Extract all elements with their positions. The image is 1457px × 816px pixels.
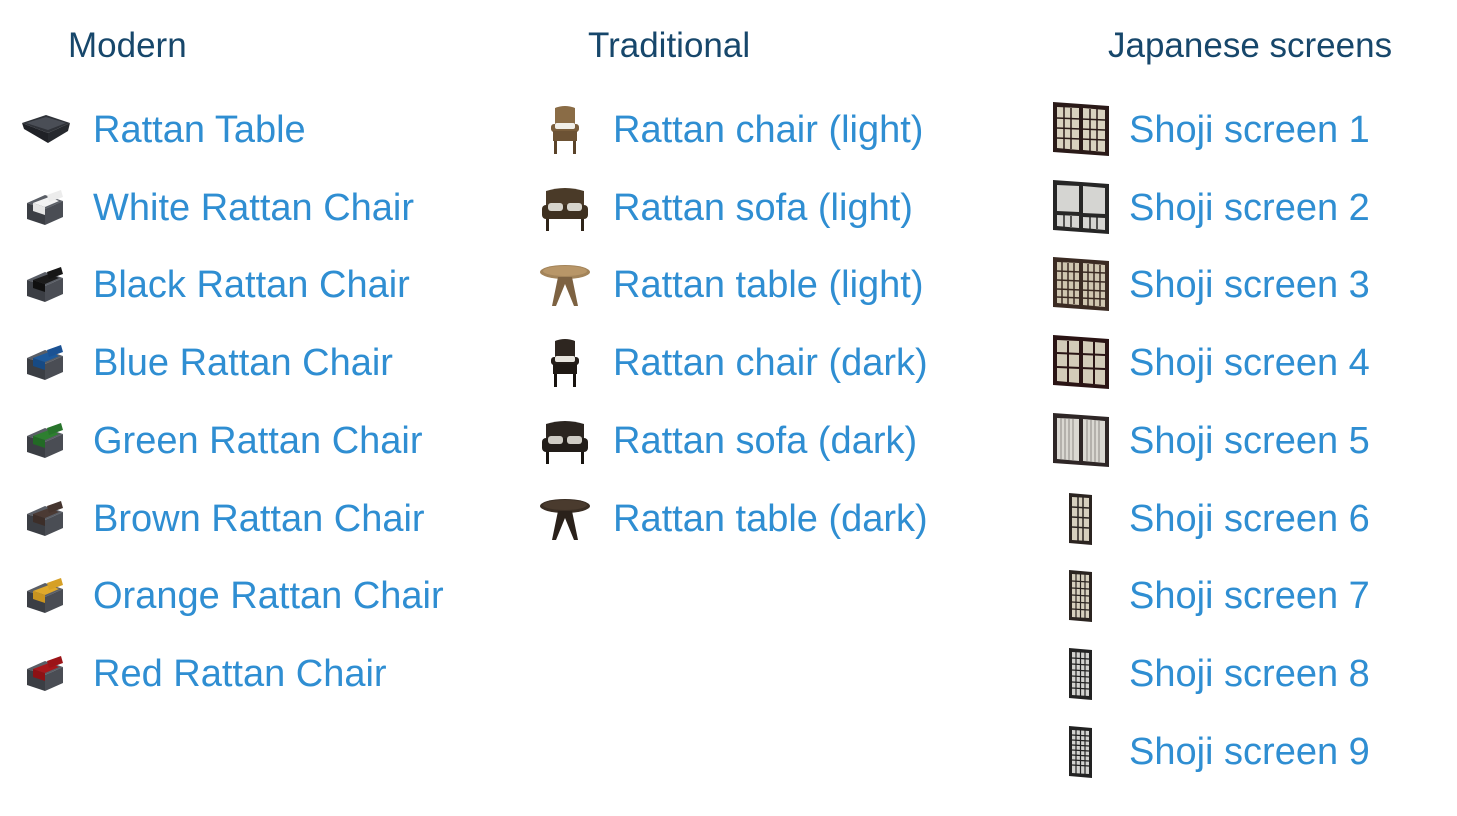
item-label: Black Rattan Chair (93, 264, 410, 306)
list-item-rattan-chair-dark[interactable]: Rattan chair (dark) (534, 333, 928, 393)
item-label: Rattan sofa (dark) (613, 420, 918, 462)
list-item-blue-rattan-chair[interactable]: Blue Rattan Chair (14, 333, 393, 393)
list-item-orange-rattan-chair[interactable]: Orange Rattan Chair (14, 566, 444, 626)
item-label: Rattan table (light) (613, 264, 924, 306)
item-label: White Rattan Chair (93, 187, 415, 229)
list-item-shoji-screen-6[interactable]: Shoji screen 6 (1050, 489, 1370, 549)
item-label: Green Rattan Chair (93, 420, 423, 462)
item-label: Shoji screen 5 (1129, 420, 1370, 462)
list-item-shoji-screen-8[interactable]: Shoji screen 8 (1050, 644, 1370, 704)
item-label: Rattan chair (light) (613, 109, 924, 151)
item-label: Rattan sofa (light) (613, 187, 913, 229)
list-item-rattan-table[interactable]: Rattan Table (14, 100, 306, 160)
item-label: Orange Rattan Chair (93, 575, 444, 617)
shoji-screen-7-icon (1050, 566, 1112, 626)
item-label: Rattan chair (dark) (613, 342, 928, 384)
list-item-red-rattan-chair[interactable]: Red Rattan Chair (14, 644, 387, 704)
rattan-table-light-icon (534, 255, 596, 315)
item-label: Shoji screen 2 (1129, 187, 1370, 229)
rattan-table-modern-icon (14, 100, 76, 160)
item-label: Shoji screen 6 (1129, 498, 1370, 540)
item-label: Shoji screen 8 (1129, 653, 1370, 695)
list-item-shoji-screen-2[interactable]: Shoji screen 2 (1050, 178, 1370, 238)
shoji-screen-5-icon (1050, 411, 1112, 471)
list-item-shoji-screen-4[interactable]: Shoji screen 4 (1050, 333, 1370, 393)
list-item-black-rattan-chair[interactable]: Black Rattan Chair (14, 255, 410, 315)
chair-blue-icon (14, 333, 76, 393)
chair-brown-icon (14, 489, 76, 549)
item-label: Rattan table (dark) (613, 498, 928, 540)
list-item-rattan-sofa-dark[interactable]: Rattan sofa (dark) (534, 411, 917, 471)
item-label: Shoji screen 4 (1129, 342, 1370, 384)
shoji-screen-6-icon (1050, 489, 1112, 549)
rattan-sofa-dark-icon (534, 411, 596, 471)
list-item-shoji-screen-9[interactable]: Shoji screen 9 (1050, 722, 1370, 782)
item-label: Shoji screen 1 (1129, 109, 1370, 151)
chair-red-icon (14, 644, 76, 704)
item-label: Brown Rattan Chair (93, 498, 425, 540)
chair-black-icon (14, 255, 76, 315)
list-item-shoji-screen-7[interactable]: Shoji screen 7 (1050, 566, 1370, 626)
chair-green-icon (14, 411, 76, 471)
item-label: Shoji screen 7 (1129, 575, 1370, 617)
rattan-sofa-light-icon (534, 178, 596, 238)
chair-white-icon (14, 178, 76, 238)
list-item-shoji-screen-3[interactable]: Shoji screen 3 (1050, 255, 1370, 315)
shoji-screen-9-icon (1050, 722, 1112, 782)
list-item-rattan-sofa-light[interactable]: Rattan sofa (light) (534, 178, 913, 238)
list-item-rattan-table-light[interactable]: Rattan table (light) (534, 255, 924, 315)
column-title-japanese-screens: Japanese screens (1108, 26, 1393, 65)
column-title-modern: Modern (68, 26, 187, 65)
rattan-table-dark-icon (534, 489, 596, 549)
list-item-rattan-chair-light[interactable]: Rattan chair (light) (534, 100, 923, 160)
item-label: Red Rattan Chair (93, 653, 387, 695)
item-label: Rattan Table (93, 109, 306, 151)
item-label: Blue Rattan Chair (93, 342, 393, 384)
rattan-chair-light-icon (534, 100, 596, 160)
list-item-white-rattan-chair[interactable]: White Rattan Chair (14, 178, 414, 238)
chair-orange-icon (14, 566, 76, 626)
item-label: Shoji screen 3 (1129, 264, 1370, 306)
shoji-screen-3-icon (1050, 255, 1112, 315)
shoji-screen-2-icon (1050, 178, 1112, 238)
rattan-chair-dark-icon (534, 333, 596, 393)
item-label: Shoji screen 9 (1129, 731, 1370, 773)
shoji-screen-4-icon (1050, 333, 1112, 393)
list-item-green-rattan-chair[interactable]: Green Rattan Chair (14, 411, 423, 471)
list-item-shoji-screen-5[interactable]: Shoji screen 5 (1050, 411, 1370, 471)
list-item-shoji-screen-1[interactable]: Shoji screen 1 (1050, 100, 1370, 160)
list-item-rattan-table-dark[interactable]: Rattan table (dark) (534, 489, 928, 549)
column-title-traditional: Traditional (588, 26, 751, 65)
list-item-brown-rattan-chair[interactable]: Brown Rattan Chair (14, 489, 425, 549)
shoji-screen-1-icon (1050, 100, 1112, 160)
shoji-screen-8-icon (1050, 644, 1112, 704)
